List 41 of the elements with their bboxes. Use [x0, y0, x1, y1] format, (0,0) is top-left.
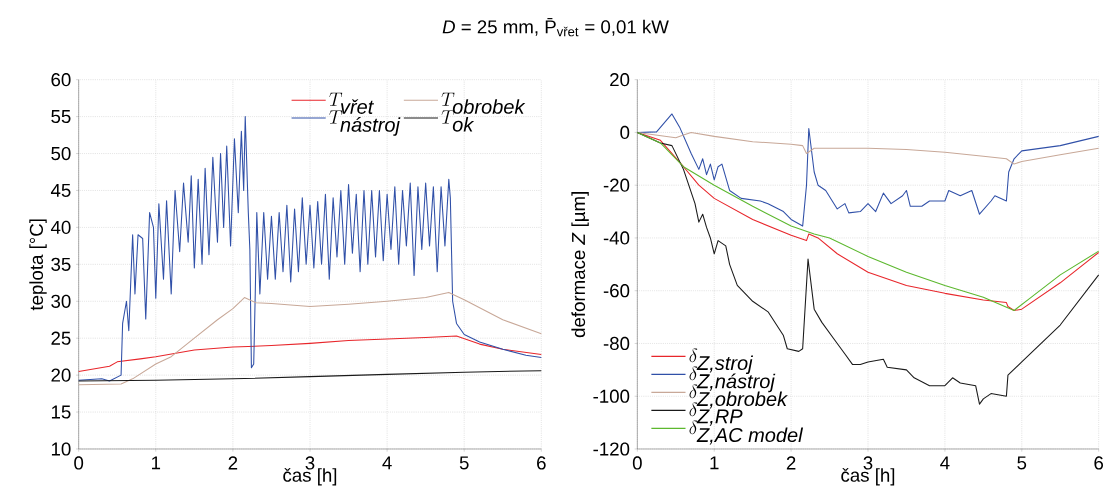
- y-tick-label: 20: [51, 368, 71, 382]
- y-tick-label: -80: [603, 336, 630, 351]
- x-tick-label: 2: [786, 456, 796, 470]
- chart-title: D = 25 mm, P̄$_{vřet}$ = 0,01 kW: [442, 18, 669, 37]
- x-tick-label: 0: [74, 456, 84, 470]
- x-tick-label: 4: [382, 456, 392, 470]
- y-axis-title: deformace Z [µm]: [571, 192, 589, 338]
- x-tick-label: 1: [710, 456, 719, 470]
- x-tick-label: 6: [1094, 456, 1104, 470]
- y-tick-label: 35: [51, 257, 71, 271]
- x-tick-label: 2: [228, 456, 238, 470]
- y-tick-label: 0: [620, 125, 630, 140]
- x-tick-label: 5: [459, 456, 469, 470]
- x-tick-label: 3: [305, 456, 315, 470]
- line-series: [78, 335, 542, 372]
- y-tick-label: 45: [50, 183, 71, 197]
- line-series: [78, 370, 542, 382]
- y-tick-label: 20: [610, 73, 630, 87]
- y-tick-label: 15: [51, 405, 71, 419]
- y-tick-label: -120: [593, 442, 630, 456]
- y-tick-label: -40: [603, 231, 630, 245]
- x-tick-label: 6: [537, 456, 546, 470]
- y-tick-label: 25: [51, 331, 71, 345]
- y-tick-label: 50: [51, 146, 71, 161]
- y-tick-label: -100: [593, 389, 630, 403]
- x-tick-label: 1: [152, 456, 161, 470]
- y-tick-label: 10: [51, 442, 71, 456]
- line-series: [78, 291, 542, 386]
- x-tick-label: 3: [863, 456, 873, 470]
- y-tick-label: 55: [51, 110, 71, 124]
- y-axis-title: teplota [°C]: [29, 219, 47, 311]
- y-tick-label: 60: [51, 73, 71, 87]
- y-tick-label: 30: [51, 294, 71, 308]
- y-tick-label: -20: [603, 178, 630, 192]
- y-tick-label: -60: [603, 284, 630, 298]
- line-series: [636, 131, 1100, 165]
- x-tick-label: 0: [632, 456, 642, 470]
- line-series: [636, 131, 1100, 312]
- x-tick-label: 4: [940, 456, 950, 470]
- y-tick-label: 40: [50, 220, 71, 235]
- x-tick-label: 5: [1017, 456, 1027, 470]
